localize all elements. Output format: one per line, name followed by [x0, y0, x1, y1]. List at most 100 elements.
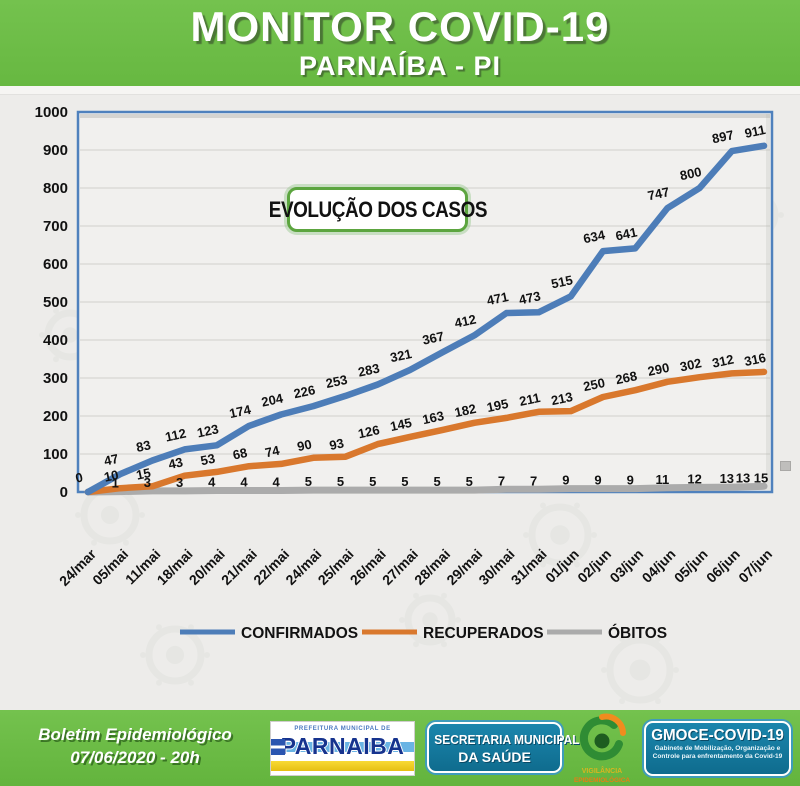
svg-text:5: 5 [305, 474, 312, 489]
plot-right-shadow [766, 114, 770, 490]
svg-text:316: 316 [743, 350, 767, 369]
svg-text:53: 53 [199, 451, 216, 469]
svg-text:634: 634 [582, 227, 607, 246]
prefeitura-parnaiba-logo: PREFEITURA MUNICIPAL DE PARNAIBA [270, 721, 415, 776]
svg-text:68: 68 [231, 445, 248, 463]
svg-text:145: 145 [389, 415, 413, 434]
svg-text:9: 9 [594, 473, 601, 488]
plot-top-shadow [80, 114, 770, 118]
header-banner: MONITOR COVID-19 PARNAÍBA - PI [0, 0, 800, 86]
svg-text:90: 90 [296, 437, 313, 455]
svg-text:3: 3 [176, 475, 183, 490]
svg-text:05/jun: 05/jun [671, 546, 711, 586]
svg-text:06/jun: 06/jun [703, 546, 743, 586]
vigilancia-label-1: VIGILÂNCIA [582, 766, 622, 775]
svg-text:47: 47 [103, 451, 120, 469]
svg-text:1000: 1000 [35, 104, 68, 121]
svg-text:268: 268 [614, 368, 638, 387]
svg-text:515: 515 [550, 272, 574, 291]
svg-text:04/jun: 04/jun [639, 546, 679, 586]
legend: CONFIRMADOS RECUPERADOS ÓBITOS [180, 624, 667, 642]
svg-text:600: 600 [43, 256, 68, 273]
page-subtitle: PARNAÍBA - PI [299, 51, 501, 81]
scrollbar-artifact [780, 461, 791, 471]
prefeitura-yellow-stripe [271, 761, 414, 771]
recuperados-legend-label: RECUPERADOS [423, 625, 544, 642]
svg-text:4: 4 [208, 474, 216, 489]
gmoce-title: GMOCE-COVID-19 [651, 727, 784, 744]
svg-text:9: 9 [627, 473, 634, 488]
svg-text:641: 641 [614, 224, 638, 243]
svg-text:312: 312 [711, 351, 735, 370]
svg-text:123: 123 [196, 421, 220, 440]
gmoce-subtitle-1: Gabinete de Mobilização, Organização e [654, 745, 781, 752]
svg-text:911: 911 [743, 122, 767, 141]
svg-text:473: 473 [518, 288, 542, 307]
chart-title: EVOLUÇÃO DOS CASOS [268, 196, 487, 222]
obitos-data-labels: 1 3 3 4 4 4 5 5 5 5 5 5 7 7 9 9 9 11 12 13 13 15 [112, 470, 769, 490]
vigilancia-orange-swoosh [599, 713, 626, 736]
svg-text:250: 250 [582, 375, 606, 394]
obitos-line [84, 482, 768, 496]
svg-text:5: 5 [401, 474, 408, 489]
svg-text:290: 290 [646, 360, 670, 379]
svg-text:412: 412 [453, 311, 477, 330]
header-divider [0, 86, 800, 95]
svg-text:204: 204 [260, 390, 285, 409]
svg-text:400: 400 [43, 332, 68, 349]
svg-text:200: 200 [43, 408, 68, 425]
svg-text:10: 10 [103, 467, 120, 485]
svg-text:300: 300 [43, 370, 68, 387]
svg-text:747: 747 [646, 184, 670, 203]
svg-text:24/mar: 24/mar [56, 545, 100, 589]
svg-text:283: 283 [357, 360, 381, 379]
secretaria-saude-badge: SECRETARIA MUNICIPAL DA SAÚDE [427, 722, 580, 773]
evolution-line-chart: 0100200300400500600700800900100024/mar05… [35, 104, 784, 705]
recuperados-line [84, 368, 768, 496]
legend-item-confirmados: CONFIRMADOS [180, 625, 358, 642]
confirmados-legend-label: CONFIRMADOS [241, 625, 358, 642]
svg-text:83: 83 [135, 437, 152, 455]
svg-text:5: 5 [433, 474, 440, 489]
svg-text:500: 500 [43, 294, 68, 311]
vigilancia-label-2: EPIDEMIOLÓGICA [574, 775, 630, 784]
svg-text:213: 213 [550, 389, 574, 408]
vigilancia-center-dot [594, 733, 610, 749]
recuperados-data-labels: 10 15 43 53 68 74 90 93 126 145 163 182 195 211 213 250… [103, 350, 768, 485]
svg-text:5: 5 [337, 474, 344, 489]
svg-text:5: 5 [466, 474, 473, 489]
svg-text:03/jun: 03/jun [606, 546, 646, 586]
svg-text:174: 174 [228, 402, 253, 421]
vigilancia-epidemiologica-logo: VIGILÂNCIA EPIDEMIOLÓGICA [574, 713, 630, 784]
svg-text:112: 112 [164, 426, 188, 445]
svg-text:126: 126 [357, 422, 381, 441]
svg-text:3: 3 [144, 475, 151, 490]
svg-text:1: 1 [112, 476, 119, 491]
svg-text:471: 471 [485, 289, 509, 308]
bulletin-caption: Boletim Epidemiológico 07/06/2020 - 20h [28, 724, 242, 770]
svg-text:211: 211 [518, 390, 542, 409]
svg-text:800: 800 [43, 180, 68, 197]
svg-text:163: 163 [421, 408, 445, 427]
svg-text:11: 11 [656, 472, 670, 487]
svg-text:182: 182 [453, 401, 477, 420]
bulletin-datetime: 07/06/2020 - 20h [70, 748, 200, 767]
bulletin-title: Boletim Epidemiológico [38, 725, 232, 744]
y-axis-labels: 0 100 200 300 400 500 600 700 800 900 1000 [35, 104, 68, 501]
svg-text:07/jun: 07/jun [735, 546, 775, 586]
svg-text:897: 897 [711, 127, 735, 146]
svg-text:5: 5 [369, 474, 376, 489]
svg-text:321: 321 [389, 346, 413, 365]
svg-text:367: 367 [421, 329, 445, 348]
prefeitura-caption: PREFEITURA MUNICIPAL DE [294, 726, 391, 732]
obitos-legend-label: ÓBITOS [608, 624, 667, 642]
svg-text:13 15: 13 15 [736, 470, 769, 485]
secretaria-line1: SECRETARIA MUNICIPAL [434, 732, 580, 747]
legend-item-obitos: ÓBITOS [547, 624, 667, 642]
svg-text:0: 0 [74, 470, 84, 486]
x-axis-labels: 24/mar05/mai11/mai18/mai20/mai21/mai22/m… [56, 545, 775, 589]
svg-text:253: 253 [324, 372, 348, 391]
prefeitura-name-band: PARNAIBA [271, 733, 414, 759]
svg-text:7: 7 [530, 473, 537, 488]
